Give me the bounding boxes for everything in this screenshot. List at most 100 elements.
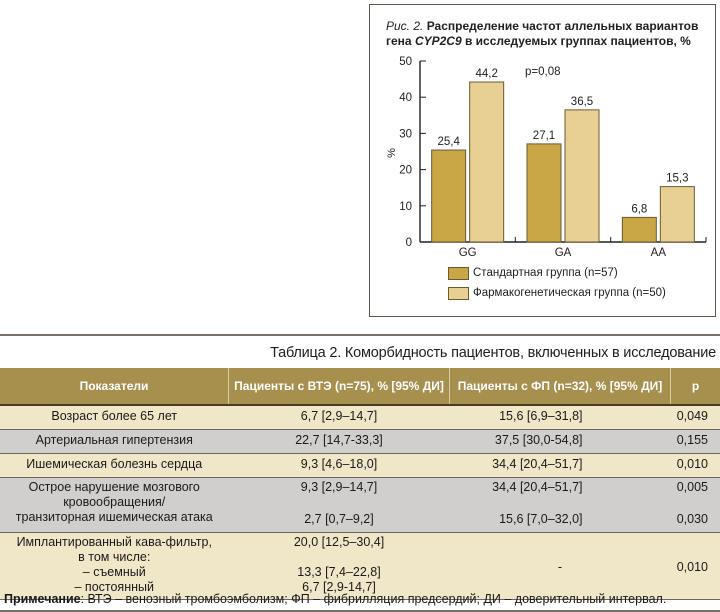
cell-fp: 37,5 [30,0-54,8]: [449, 429, 671, 454]
y-tick-label: 20: [399, 165, 412, 177]
cell-fp-line: [454, 495, 583, 512]
cell-indicator: Возраст более 65 лет: [0, 405, 229, 430]
x-tick-label: GG: [459, 247, 477, 259]
cell-vte: 9,3 [4,6–18,0]: [228, 453, 450, 478]
cell-p-line: 0,010: [676, 559, 708, 574]
table-row: Ишемическая болезнь сердца 9,3 [4,6–18,0]…: [0, 453, 720, 478]
cell-vte: 22,7 [14,7-33,3]: [228, 429, 450, 454]
cell-vte-line: 22,7 [14,7-33,3]: [295, 433, 383, 447]
cell-vte-line: 6,7 [2,9-14,7]: [302, 580, 376, 594]
x-tick-label: AA: [651, 247, 667, 259]
cell-indicator: Ишемическая болезнь сердца: [0, 453, 229, 478]
table-row: Острое нарушение мозгового кровообращения…: [0, 477, 720, 533]
cell-indicator-line: кровообращения/: [63, 495, 166, 509]
cell-p-line: 0,049: [676, 409, 708, 423]
legend-item-standard: Стандартная группа (n=57): [448, 263, 666, 283]
data-label: 27,1: [533, 130, 555, 142]
cell-fp: 34,4 [20,4–51,7] 15,6 [7,0–32,0]: [449, 477, 671, 533]
legend-swatch-pharmacogenetic: [448, 286, 469, 300]
figure-caption-part2: в исследуемых группах пациентов, %: [464, 34, 691, 48]
bar-pharmacogenetic: [659, 186, 695, 243]
figure-caption-gene: CYP2C9: [414, 34, 462, 48]
y-tick-label: 40: [399, 92, 412, 104]
bar-standard: [526, 143, 562, 243]
cell-fp-line: 34,4 [20,4–51,7]: [492, 480, 583, 494]
legend-label-standard: Стандартная группа (n=57): [473, 267, 618, 279]
header-fp: Пациенты с ФП (n=32), % [95% ДИ]: [449, 368, 671, 406]
table-row: Имплантированный кава-фильтр, в том числе…: [0, 532, 720, 600]
figure-caption: Рис. 2. Распределение частот аллельных в…: [386, 19, 706, 49]
x-tick-label: GA: [555, 247, 572, 259]
cell-fp-line: 34,4 [20,4–51,7]: [492, 457, 583, 471]
y-tick-label: 30: [399, 128, 412, 140]
cell-indicator-line: Имплантированный кава-фильтр,: [16, 535, 212, 549]
cell-indicator-line: Возраст более 65 лет: [51, 409, 178, 423]
cell-indicator-line: – съемный: [82, 565, 146, 579]
cell-p-line: 0,005: [676, 480, 708, 494]
cell-fp-line: 37,5 [30,0-54,8]: [494, 433, 583, 447]
data-label: 25,4: [437, 136, 460, 148]
cell-vte-line: 6,7 [2,9–14,7]: [300, 409, 378, 423]
cell-vte-line: 2,7 [0,7–9,2]: [304, 512, 374, 526]
y-tick-label: 10: [399, 201, 412, 213]
legend-item-pharmacogenetic: Фармакогенетическая группа (n=50): [448, 283, 666, 303]
cell-p-line: 0,010: [676, 457, 708, 471]
cell-vte: 20,0 [12,5–30,4] 13,3 [7,4–22,8] 6,7 [2,9-…: [228, 532, 450, 600]
cell-fp: 15,6 [6,9–31,8]: [449, 405, 671, 430]
cell-fp-line: -: [557, 559, 563, 574]
cell-p: 0,155: [670, 429, 720, 454]
cell-vte-line: 9,3 [2,9–14,7]: [300, 480, 378, 494]
cell-vte-line: [233, 495, 446, 512]
bar-standard: [431, 149, 467, 243]
cell-indicator-line: в том числе:: [78, 550, 151, 564]
bar-pharmacogenetic: [469, 81, 505, 243]
cell-p: 0,010: [670, 453, 720, 478]
cell-indicator-line: транзиторная ишемическая атака: [15, 510, 213, 524]
cell-indicator: Артериальная гипертензия: [0, 429, 229, 454]
cell-indicator-line: Острое нарушение мозгового: [28, 480, 200, 494]
y-axis-label: %: [386, 148, 398, 158]
figure-caption-prefix: Рис. 2.: [386, 19, 424, 33]
data-label: 15,3: [666, 173, 688, 185]
cell-p: 0,049: [670, 405, 720, 430]
legend-label-pharmacogenetic: Фармакогенетическая группа (n=50): [473, 287, 666, 299]
data-label: 36,5: [571, 96, 593, 108]
cell-fp-line: 15,6 [6,9–31,8]: [499, 409, 583, 423]
y-tick-label: 0: [406, 237, 412, 249]
cell-fp: -: [449, 532, 671, 600]
cell-indicator-line: – постоянный: [74, 580, 154, 594]
cell-p: 0,010: [670, 532, 720, 600]
bar-chart: 0 10 20 30 40 50% GG 25,4 44,2 GA 27,1 36,5 AA 6,8 15,…: [386, 56, 707, 259]
cell-indicator-line: Артериальная гипертензия: [35, 433, 193, 447]
bottom-divider: [0, 610, 720, 612]
table-caption: Таблица 2. Коморбидность пациентов, вклю…: [270, 345, 716, 361]
cell-fp-line: 15,6 [7,0–32,0]: [499, 512, 583, 526]
cell-vte-line: [233, 550, 446, 565]
cell-vte-line: 13,3 [7,4–22,8]: [297, 565, 381, 579]
cell-fp: 34,4 [20,4–51,7]: [449, 453, 671, 478]
note-label: Примечание: [4, 592, 81, 606]
note-text: : ВТЭ – венозный тромбоэмболизм; ФП – фи…: [80, 592, 667, 606]
cell-vte: 6,7 [2,9–14,7]: [228, 405, 450, 430]
cell-p-line: 0,155: [676, 433, 708, 447]
header-vte: Пациенты с ВТЭ (n=75), % [95% ДИ]: [228, 368, 450, 406]
data-label: 6,8: [631, 203, 647, 215]
cell-vte-line: 9,3 [4,6–18,0]: [300, 457, 378, 471]
cell-p-line: [675, 495, 709, 512]
legend-swatch-standard: [448, 266, 469, 280]
p-value-annotation: p=0,08: [525, 66, 561, 78]
cell-indicator: Острое нарушение мозгового кровообращения…: [0, 477, 229, 533]
cell-vte: 9,3 [2,9–14,7] 2,7 [0,7–9,2]: [228, 477, 450, 533]
bar-pharmacogenetic: [564, 109, 600, 243]
comorbidity-table: Показатели Пациенты с ВТЭ (n=75), % [95%…: [0, 368, 720, 600]
header-indicators: Показатели: [0, 368, 229, 406]
cell-indicator: Имплантированный кава-фильтр, в том числе…: [0, 532, 229, 600]
bar-standard: [621, 216, 657, 243]
table-row: Возраст более 65 лет 6,7 [2,9–14,7] 15,6 […: [0, 405, 720, 430]
y-tick-label: 50: [399, 56, 412, 68]
header-p: p: [670, 368, 720, 406]
cell-p: 0,005 0,030: [670, 477, 720, 533]
table-header-row: Показатели Пациенты с ВТЭ (n=75), % [95%…: [0, 368, 720, 406]
cell-indicator-line: Ишемическая болезнь сердца: [26, 457, 203, 471]
cell-vte-line: 20,0 [12,5–30,4]: [293, 535, 385, 549]
